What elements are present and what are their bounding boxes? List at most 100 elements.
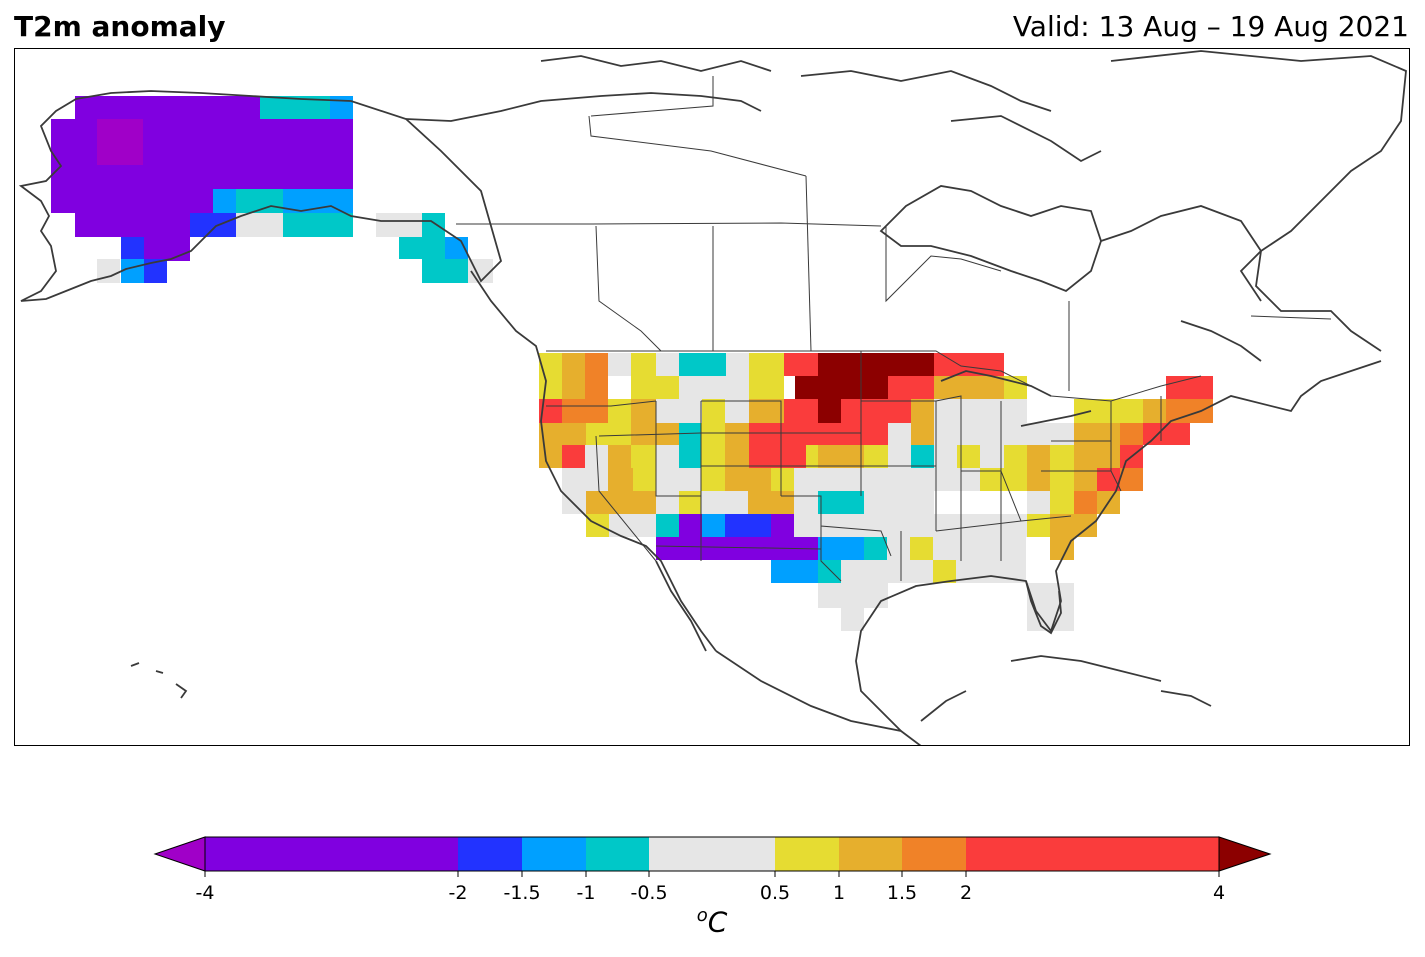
anomaly-cell: [631, 353, 656, 399]
colorbar: [153, 836, 1272, 877]
anomaly-cell: [101, 165, 143, 189]
anomaly-cell: [1050, 537, 1074, 560]
anomaly-cell: [1120, 423, 1143, 445]
anomaly-cell: [1027, 445, 1050, 468]
anomaly-cell: [841, 399, 888, 423]
valid-period: Valid: 13 Aug – 19 Aug 2021: [1012, 10, 1409, 43]
anomaly-cell: [586, 514, 609, 537]
colorbar-tick-label: 0.5: [759, 882, 791, 904]
anomaly-cell: [910, 537, 933, 560]
anomaly-cell: [144, 259, 167, 283]
anomaly-cell: [656, 514, 679, 537]
anomaly-cell: [1120, 399, 1143, 423]
anomaly-cell: [1050, 423, 1074, 445]
colorbar-tick-label: -4: [195, 882, 215, 904]
anomaly-cell: [864, 491, 934, 514]
colorbar-bin: [966, 837, 1219, 871]
anomaly-cell: [679, 353, 726, 376]
anomaly-cell: [562, 445, 585, 468]
anomaly-cell: [841, 423, 888, 445]
anomaly-cell: [957, 423, 1027, 445]
anomaly-cell: [934, 423, 957, 445]
anomaly-cell: [51, 119, 101, 189]
anomaly-cell: [887, 560, 933, 583]
anomaly-cell: [679, 445, 701, 468]
anomaly-cell: [784, 353, 795, 376]
anomaly-cell: [934, 399, 957, 423]
anomaly-cell: [376, 213, 422, 237]
anomaly-cell: [818, 537, 864, 560]
anomaly-cell: [980, 468, 1027, 491]
anomaly-cell: [702, 399, 725, 423]
anomaly-cell: [749, 423, 784, 445]
anomaly-cell: [888, 423, 911, 445]
anomaly-cell: [771, 514, 794, 537]
anomaly-cell: [608, 468, 633, 491]
anomaly-cell: [190, 213, 236, 237]
anomaly-cell: [888, 376, 934, 399]
anomaly-cell: [656, 445, 679, 468]
anomaly-cell: [562, 468, 608, 491]
anomaly-cell: [934, 445, 957, 468]
anomaly-cell: [1050, 514, 1074, 537]
anomaly-cell: [725, 445, 749, 468]
anomaly-cell: [818, 514, 864, 537]
anomaly-cell: [143, 119, 353, 189]
anomaly-cell: [144, 237, 190, 261]
anomaly-cell: [1074, 445, 1097, 468]
anomaly-cell: [702, 514, 725, 537]
anomaly-cell: [539, 423, 586, 445]
anomaly-cell: [585, 445, 608, 468]
anomaly-cell: [725, 423, 749, 445]
colorbar-bin: [205, 837, 458, 871]
anomaly-cell: [701, 491, 748, 514]
anomaly-cell: [911, 399, 934, 423]
colorbar-bin: [522, 837, 586, 871]
anomaly-cell: [236, 213, 283, 237]
anomaly-cell: [806, 445, 818, 468]
anomaly-cell: [911, 445, 934, 468]
anomaly-cell: [957, 445, 980, 468]
colorbar-bin: [775, 837, 839, 871]
anomaly-cell: [585, 353, 608, 399]
anomaly-cell: [864, 445, 888, 468]
anomaly-cell: [51, 189, 213, 213]
anomaly-cell: [656, 491, 679, 514]
colorbar-bin: [458, 837, 522, 871]
anomaly-cell: [784, 423, 818, 445]
anomaly-cell: [656, 399, 679, 423]
anomaly-cell: [725, 468, 771, 491]
anomaly-cell: [562, 399, 608, 423]
anomaly-cell: [841, 608, 864, 631]
colorbar-tick-label: 1.5: [886, 882, 918, 904]
anomaly-cell: [586, 423, 631, 445]
anomaly-cell: [1074, 399, 1120, 423]
anomaly-cell: [794, 468, 818, 491]
anomaly-cell: [679, 491, 701, 514]
anomaly-cell: [934, 468, 980, 491]
anomaly-cell: [608, 399, 631, 423]
anomaly-cell: [609, 514, 656, 537]
anomaly-cell: [794, 491, 818, 514]
anomaly-cell: [748, 491, 794, 514]
anomaly-cell: [749, 353, 784, 399]
anomaly-cell: [888, 399, 911, 423]
anomaly-cell: [679, 423, 701, 445]
anomaly-cell: [864, 514, 1027, 537]
colorbar-tick-label: 4: [1212, 882, 1226, 904]
colorbar-bins: [205, 837, 1219, 871]
anomaly-cell: [539, 399, 562, 423]
anomaly-cell: [980, 445, 1004, 468]
anomaly-cell: [888, 445, 911, 468]
anomaly-cell: [784, 399, 818, 423]
anomaly-cell: [1120, 468, 1143, 491]
anomaly-cell: [818, 491, 864, 514]
colorbar-under-arrow: [153, 836, 206, 872]
anomaly-cell: [679, 537, 702, 560]
anomaly-cell: [818, 353, 934, 376]
anomaly-cell: [422, 259, 468, 283]
anomaly-cell: [656, 353, 679, 376]
anomaly-cell: [957, 399, 1027, 423]
anomaly-cell: [771, 560, 818, 583]
colorbar-outline: [204, 836, 1220, 872]
